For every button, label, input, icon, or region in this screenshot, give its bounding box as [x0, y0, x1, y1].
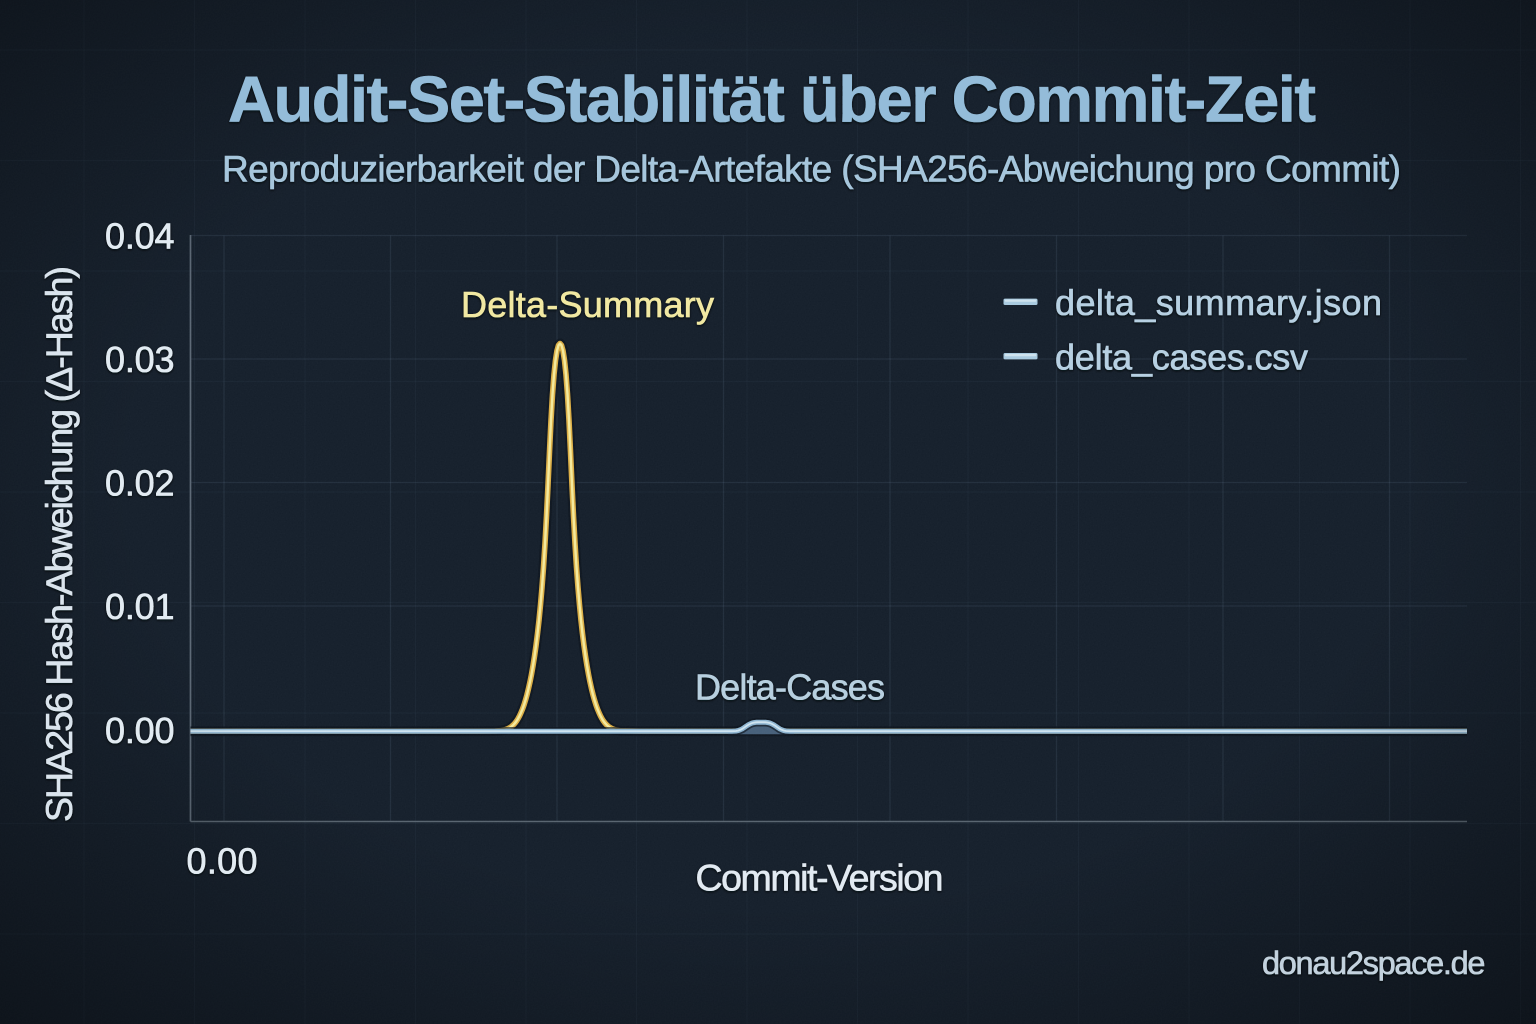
svg-text:Delta-Cases: Delta-Cases	[695, 667, 885, 708]
svg-text:Delta-Summary: Delta-Summary	[461, 284, 714, 325]
svg-text:0.04: 0.04	[105, 216, 175, 257]
svg-text:Audit-Set-Stabilität über Comm: Audit-Set-Stabilität über Commit-Zeit	[228, 63, 1316, 136]
svg-text:delta_summary.json: delta_summary.json	[1055, 282, 1382, 323]
svg-text:0.02: 0.02	[105, 463, 175, 504]
svg-text:Commit-Version: Commit-Version	[696, 857, 944, 899]
svg-text:0.01: 0.01	[105, 586, 175, 627]
svg-text:donau2space.de: donau2space.de	[1262, 945, 1486, 981]
svg-text:delta_cases.csv: delta_cases.csv	[1055, 337, 1308, 378]
svg-text:SHA256 Hash-Abweichung (Δ-Hash: SHA256 Hash-Abweichung (Δ-Hash)	[38, 266, 80, 822]
svg-text:0.00: 0.00	[105, 710, 175, 751]
svg-text:0.00: 0.00	[187, 841, 258, 882]
svg-text:0.03: 0.03	[105, 339, 175, 380]
svg-text:Reproduzierbarkeit der Delta-A: Reproduzierbarkeit der Delta-Artefakte (…	[222, 149, 1401, 190]
